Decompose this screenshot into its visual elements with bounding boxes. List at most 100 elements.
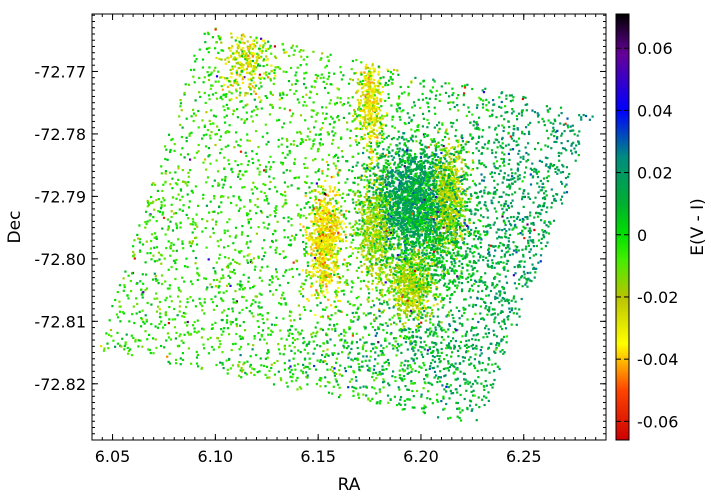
data-point <box>466 187 469 190</box>
data-point <box>311 204 314 207</box>
data-point <box>133 253 136 256</box>
data-point <box>355 135 358 138</box>
data-point <box>262 59 265 62</box>
data-point <box>330 262 333 265</box>
data-point <box>363 263 366 266</box>
data-point <box>326 217 329 220</box>
data-point <box>392 156 395 159</box>
data-point <box>177 165 180 168</box>
data-point <box>369 85 372 88</box>
data-point <box>390 104 393 107</box>
data-point <box>434 164 437 167</box>
data-point <box>381 263 384 267</box>
data-point <box>403 206 406 209</box>
data-point <box>396 178 399 181</box>
data-point <box>329 198 332 201</box>
data-point <box>526 103 529 106</box>
data-point <box>446 224 449 227</box>
data-point <box>322 216 325 219</box>
data-point <box>362 146 365 150</box>
data-point <box>455 167 458 170</box>
data-point <box>308 340 311 343</box>
data-point <box>304 119 307 122</box>
data-point <box>251 42 254 46</box>
data-point <box>383 257 387 260</box>
data-point <box>278 302 281 305</box>
data-point <box>516 118 519 121</box>
data-point <box>449 221 452 224</box>
data-point <box>118 305 121 308</box>
data-point <box>327 264 330 267</box>
data-point <box>305 269 308 272</box>
data-point <box>136 233 139 236</box>
data-point <box>544 156 547 159</box>
data-point <box>341 374 344 377</box>
data-point <box>410 253 413 257</box>
data-point <box>357 141 361 144</box>
data-point <box>487 328 490 331</box>
data-point <box>398 102 401 105</box>
data-point <box>399 118 402 121</box>
data-point <box>360 178 363 181</box>
data-point <box>145 287 148 290</box>
data-point <box>372 172 375 175</box>
data-point <box>192 249 195 253</box>
data-point <box>277 138 280 141</box>
data-point <box>452 234 455 237</box>
data-point <box>522 225 525 228</box>
data-point <box>442 251 445 254</box>
data-point <box>482 336 485 339</box>
data-point <box>300 138 303 141</box>
data-point <box>378 117 381 120</box>
data-point <box>469 121 472 124</box>
data-point <box>250 79 253 82</box>
data-point <box>540 247 543 250</box>
data-point <box>450 355 453 358</box>
data-point <box>562 123 565 126</box>
data-point <box>294 74 297 77</box>
data-point <box>433 370 437 373</box>
data-point <box>194 223 197 226</box>
data-point <box>510 299 513 302</box>
data-point <box>327 75 331 78</box>
data-point <box>488 371 491 374</box>
data-point <box>381 85 384 89</box>
data-point <box>316 304 319 307</box>
data-point <box>177 193 180 196</box>
data-point <box>572 129 575 132</box>
data-point <box>417 208 420 211</box>
data-point <box>413 233 416 236</box>
data-point <box>425 241 428 244</box>
data-point <box>248 139 251 142</box>
data-point <box>148 333 151 336</box>
data-point <box>378 79 381 82</box>
data-point <box>290 217 293 220</box>
data-point <box>435 234 438 237</box>
data-point <box>494 348 497 351</box>
data-point <box>377 202 381 205</box>
data-point <box>189 169 192 172</box>
data-point <box>304 192 307 195</box>
data-point <box>201 327 204 330</box>
data-point <box>368 359 371 362</box>
data-point <box>329 83 332 86</box>
data-point <box>505 229 508 233</box>
data-point <box>320 250 323 253</box>
data-point <box>432 172 435 175</box>
data-point <box>291 332 294 335</box>
data-point <box>425 146 428 149</box>
data-point <box>452 331 455 334</box>
data-point <box>431 243 434 246</box>
data-point <box>427 176 430 179</box>
data-point <box>447 137 451 140</box>
data-point <box>525 166 528 169</box>
data-point <box>384 337 387 340</box>
data-point <box>288 359 291 362</box>
data-point <box>264 251 267 254</box>
data-point <box>423 306 426 309</box>
data-point <box>311 275 314 278</box>
data-point <box>391 177 394 180</box>
data-point <box>505 251 508 254</box>
data-point <box>424 145 427 148</box>
data-point <box>436 365 439 368</box>
